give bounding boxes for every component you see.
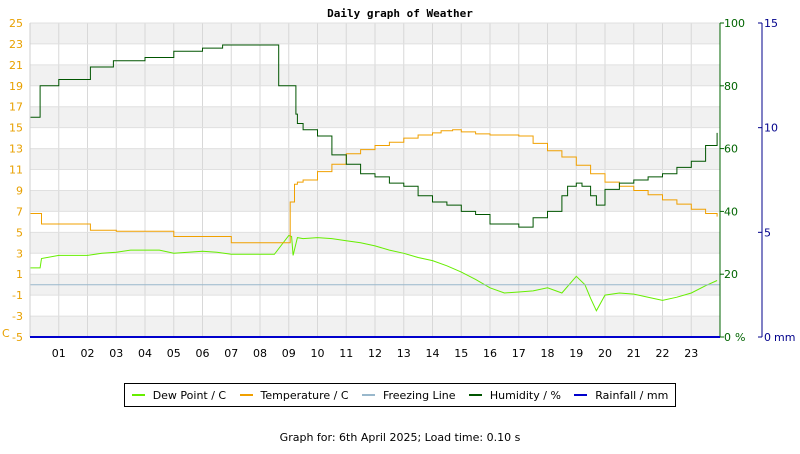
left-axis-tick-label: 5 [16, 226, 23, 239]
x-axis-tick-label: 21 [627, 347, 641, 360]
x-axis-tick-label: 14 [426, 347, 440, 360]
right-axis-rainfall-tick-label: 0 [764, 331, 771, 344]
left-axis-tick-label: 3 [16, 247, 23, 260]
x-axis-tick-label: 08 [253, 347, 267, 360]
x-axis-tick-label: 06 [196, 347, 210, 360]
legend-swatch [239, 394, 253, 396]
left-axis-tick-label: -3 [12, 310, 23, 323]
left-axis-tick-label: 25 [9, 17, 23, 30]
right-axis-humidity-tick-label: 0 [724, 331, 731, 344]
legend-swatch [131, 394, 145, 396]
x-axis-tick-label: 11 [339, 347, 353, 360]
left-axis-tick-label: 1 [16, 268, 23, 281]
chart-legend: Dew Point / C Temperature / C Freezing Lin… [124, 383, 676, 407]
x-axis-tick-label: 12 [368, 347, 382, 360]
left-axis-tick-label: 15 [9, 122, 23, 135]
legend-swatch [468, 394, 482, 396]
x-axis-tick-label: 13 [397, 347, 411, 360]
x-axis-tick-label: 16 [483, 347, 497, 360]
right-axis-humidity-tick-label: 20 [724, 268, 738, 281]
x-axis-tick-label: 19 [569, 347, 583, 360]
right-axis-humidity-tick-label: 100 [724, 17, 745, 30]
x-axis-tick-label: 09 [282, 347, 296, 360]
legend-item-freezing_line: Freezing Line [361, 388, 456, 402]
chart-title: Daily graph of Weather [327, 7, 473, 20]
right-axis-rainfall-unit: mm [774, 331, 795, 344]
x-axis-tick-label: 17 [512, 347, 526, 360]
x-axis-tick-label: 02 [81, 347, 95, 360]
x-axis-tick-label: 15 [454, 347, 468, 360]
series-line-humidity [30, 44, 718, 228]
legend-label: Humidity / % [489, 388, 561, 402]
left-axis-tick-label: 17 [9, 101, 23, 114]
legend-label: Freezing Line [382, 388, 456, 402]
left-axis-tick-label: 13 [9, 143, 23, 156]
x-axis-tick-label: 18 [541, 347, 555, 360]
right-axis-humidity-tick-label: 60 [724, 143, 738, 156]
left-axis-tick-label: 21 [9, 59, 23, 72]
right-axis-rainfall-tick-label: 15 [764, 17, 778, 30]
left-axis-tick-label: 23 [9, 38, 23, 51]
x-axis-tick-label: 05 [167, 347, 181, 360]
right-axis-humidity-unit: % [735, 331, 745, 344]
legend-label: Temperature / C [260, 388, 349, 402]
x-axis-tick-label: 10 [311, 347, 325, 360]
legend-swatch [574, 394, 588, 396]
x-axis-tick-label: 20 [598, 347, 612, 360]
x-axis-tick-label: 01 [52, 347, 66, 360]
left-axis-tick-label: 9 [16, 184, 23, 197]
legend-item-dew_point: Dew Point / C [131, 388, 227, 402]
x-axis-tick-label: 22 [656, 347, 670, 360]
right-axis-rainfall-tick-label: 10 [764, 122, 778, 135]
x-axis-tick-label: 04 [138, 347, 152, 360]
series-line-dew_point [30, 234, 718, 312]
left-axis-tick-label: -1 [12, 289, 23, 302]
left-axis-tick-label: -5 [12, 331, 23, 344]
left-axis-tick-label: 19 [9, 80, 23, 93]
legend-item-temperature: Temperature / C [239, 388, 349, 402]
right-axis-humidity-tick-label: 40 [724, 205, 738, 218]
left-axis-tick-label: 7 [16, 205, 23, 218]
legend-label: Rainfall / mm [595, 388, 669, 402]
x-axis-tick-label: 07 [224, 347, 238, 360]
legend-item-humidity: Humidity / % [468, 388, 561, 402]
left-axis-unit: C [2, 327, 10, 340]
legend-label: Dew Point / C [152, 388, 227, 402]
x-axis-tick-label: 03 [109, 347, 123, 360]
legend-item-rainfall: Rainfall / mm [574, 389, 668, 402]
x-axis-tick-label: 23 [684, 347, 698, 360]
right-axis-humidity-tick-label: 80 [724, 80, 738, 93]
legend-swatch [361, 394, 375, 396]
right-axis-rainfall-tick-label: 5 [764, 226, 771, 239]
graph-footer: Graph for: 6th April 2025; Load time: 0.… [279, 431, 521, 444]
left-axis-tick-label: 11 [9, 164, 23, 177]
